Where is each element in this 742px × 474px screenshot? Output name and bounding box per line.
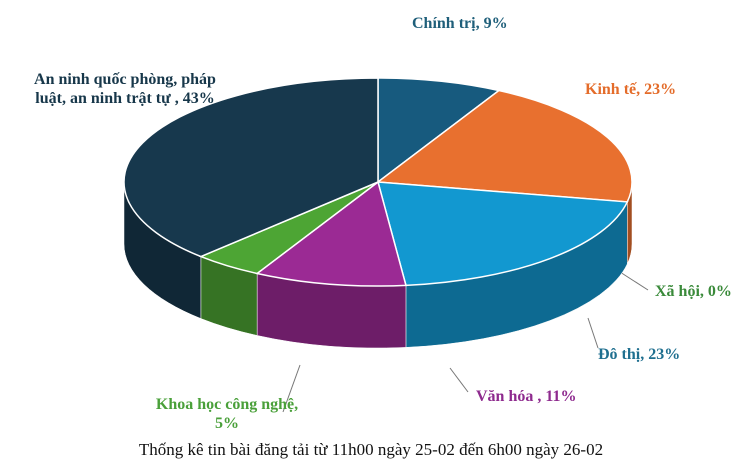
caption: Thống kê tin bài đăng tải từ 11h00 ngày … bbox=[138, 440, 604, 459]
slice bbox=[375, 89, 633, 203]
data-label: An ninh quốc phòng, pháp luật, an ninh t… bbox=[34, 71, 216, 107]
data-label: Xã hội, 0% bbox=[655, 283, 732, 300]
leader-line bbox=[449, 367, 469, 393]
slice bbox=[377, 77, 501, 184]
leader-line bbox=[282, 364, 301, 413]
data-label: Chính trị, 9% bbox=[412, 15, 508, 32]
data-label: Đô thị, 23% bbox=[598, 346, 681, 363]
leader-line bbox=[619, 271, 649, 291]
slice bbox=[376, 181, 629, 287]
leader-lines bbox=[282, 271, 649, 413]
slice-sides bbox=[123, 181, 633, 349]
data-label: Kinh tế, 23% bbox=[585, 81, 677, 98]
leader-line bbox=[587, 317, 599, 349]
slice-tops bbox=[123, 77, 633, 287]
slice bbox=[123, 77, 379, 258]
data-label: Văn hóa , 11% bbox=[476, 388, 577, 405]
data-label: Khoa học công nghệ, 5% bbox=[155, 396, 299, 432]
slice bbox=[255, 180, 407, 287]
